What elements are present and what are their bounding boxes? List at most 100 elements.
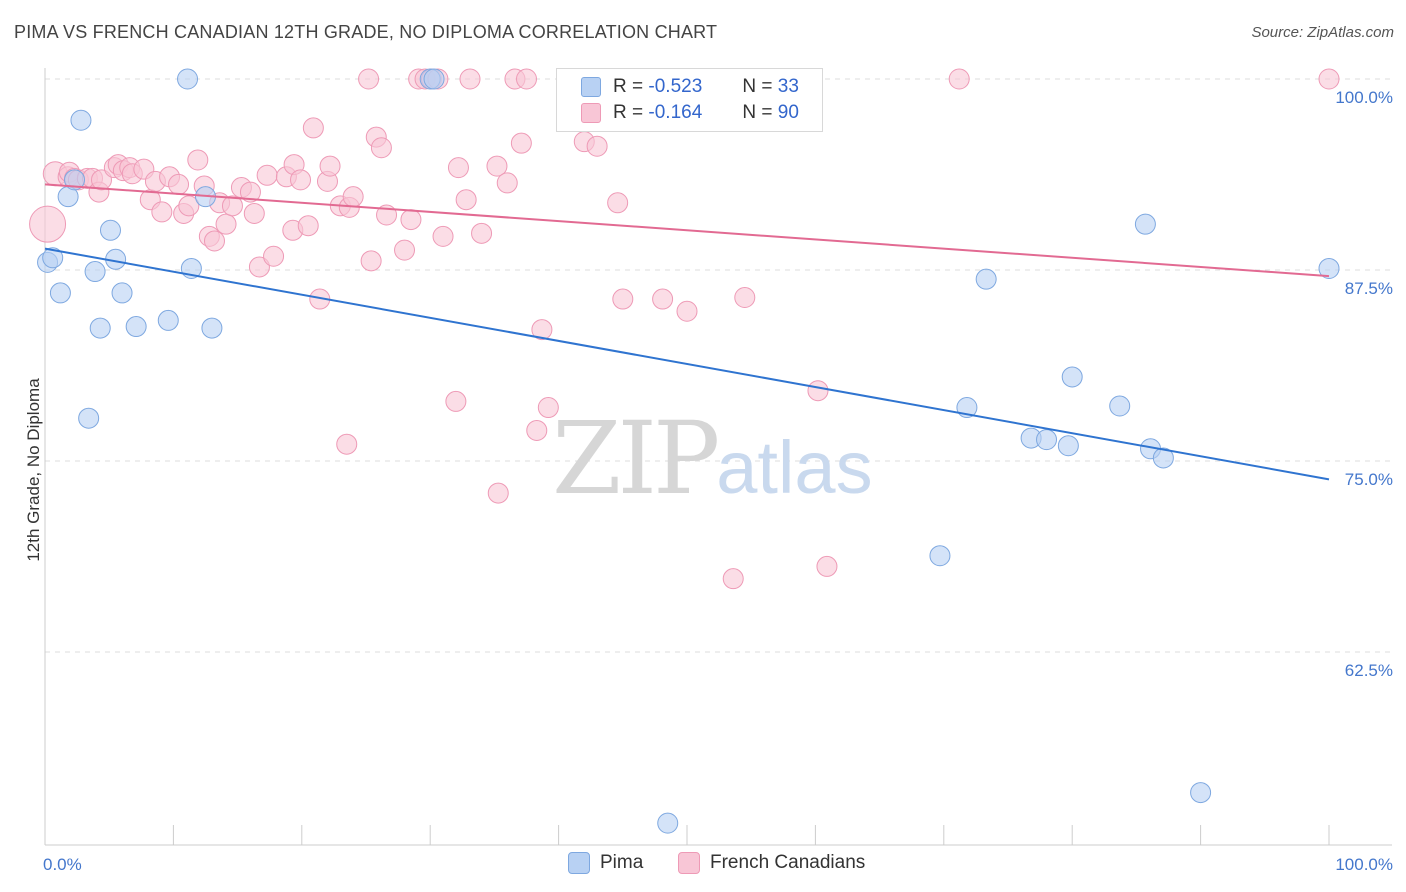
pima-points — [37, 68, 1340, 834]
french-point-68 — [496, 172, 518, 194]
y-tick-label-62.5: 62.5% — [1345, 661, 1393, 680]
french-point-66 — [486, 155, 508, 177]
french-point-48 — [342, 186, 364, 208]
grid-lines — [45, 78, 1392, 653]
french-swatch — [581, 103, 601, 123]
pima-point-12 — [125, 316, 147, 338]
watermark-atlas: atlas — [716, 426, 873, 509]
legend-french-label: French Canadians — [710, 852, 866, 873]
correlation-legend: R = -0.523 N = 33 R = -0.164 N = 90 — [556, 68, 823, 132]
french-point-74 — [537, 397, 559, 419]
french-point-61 — [445, 390, 467, 412]
french-point-22 — [178, 195, 200, 217]
french-point-71 — [516, 68, 537, 90]
pima-point-31 — [1152, 447, 1174, 469]
french-point-33 — [248, 256, 270, 278]
pima-n-label: N = — [742, 76, 773, 97]
series-legend: Pima French Canadians — [0, 852, 1406, 878]
legend-row-pima: R = -0.523 N = 33 — [581, 74, 799, 100]
french-point-73 — [531, 319, 553, 341]
pima-point-28 — [1109, 395, 1131, 417]
pima-n-value: 33 — [777, 76, 799, 97]
pima-point-25 — [1036, 429, 1058, 451]
pima-point-9 — [99, 219, 121, 241]
pima-r-value: -0.523 — [648, 76, 703, 97]
trend-lines — [44, 183, 1330, 481]
french-point-88 — [1318, 68, 1340, 90]
french-point-35 — [263, 245, 285, 267]
french-point-52 — [370, 137, 392, 159]
y-tick-label-75: 75.0% — [1345, 470, 1393, 489]
legend-item-french: French Canadians — [678, 852, 865, 874]
french-point-23 — [187, 149, 209, 171]
x-tick-label-min: 0.0% — [43, 855, 82, 874]
pima-trend-line — [44, 247, 1330, 481]
french-point-32 — [243, 202, 265, 224]
pima-point-26 — [1057, 435, 1079, 457]
legend-pima-swatch — [568, 852, 590, 874]
y-tick-label-87.5: 87.5% — [1345, 279, 1393, 298]
french-point-54 — [394, 239, 416, 261]
x-tick-marks — [44, 825, 1330, 845]
pima-point-32 — [1190, 782, 1212, 804]
french-point-62 — [447, 157, 469, 179]
french-point-29 — [221, 195, 243, 217]
pima-point-13 — [157, 309, 179, 331]
french-point-28 — [215, 213, 237, 235]
pima-point-11 — [111, 282, 133, 304]
french-point-50 — [360, 250, 382, 272]
french-n-label: N = — [742, 102, 773, 123]
pima-point-29 — [1134, 213, 1156, 235]
french-r-label: R = — [613, 102, 644, 123]
pima-point-21 — [929, 545, 951, 567]
zipatlas-watermark: ZIPatlas — [552, 400, 873, 517]
french-point-0 — [29, 205, 67, 243]
french-point-81 — [652, 288, 674, 310]
pima-point-4 — [64, 169, 86, 191]
french-point-55 — [400, 209, 422, 231]
source-label: Source: ZipAtlas.com — [1251, 24, 1394, 41]
french-r-value: -0.164 — [648, 102, 703, 123]
pima-point-17 — [201, 317, 223, 339]
french-point-82 — [676, 300, 698, 322]
pima-point-14 — [177, 68, 199, 90]
pima-r-label: R = — [613, 76, 644, 97]
french-point-44 — [319, 155, 341, 177]
pima-point-33 — [1318, 257, 1340, 279]
pima-point-2 — [49, 282, 71, 304]
french-point-20 — [168, 173, 190, 195]
french-point-26 — [203, 230, 225, 252]
x-tick-label-max: 100.0% — [1335, 855, 1393, 874]
french-point-77 — [607, 192, 629, 214]
french-point-65 — [471, 222, 493, 244]
y-tick-label-100: 100.0% — [1335, 88, 1393, 107]
french-point-85 — [807, 380, 829, 402]
pima-point-1 — [42, 247, 64, 269]
pima-swatch — [581, 77, 601, 97]
french-point-9 — [90, 169, 112, 191]
watermark-zip: ZIP — [552, 400, 720, 517]
french-point-67 — [487, 482, 509, 504]
french-point-49 — [358, 68, 380, 90]
pima-point-5 — [70, 109, 92, 131]
french-point-87 — [948, 68, 970, 90]
french-point-46 — [336, 433, 358, 455]
french-point-78 — [612, 288, 634, 310]
pima-point-7 — [84, 261, 106, 283]
pima-point-8 — [89, 317, 111, 339]
french-point-34 — [256, 164, 278, 186]
legend-row-french: R = -0.164 N = 90 — [581, 100, 799, 126]
y-tick-labels: 62.5% 75.0% 87.5% 100.0% — [1335, 88, 1393, 680]
pima-point-19 — [423, 68, 445, 90]
legend-french-swatch — [678, 852, 700, 874]
french-point-83 — [722, 568, 744, 590]
french-n-value: 90 — [777, 102, 799, 123]
y-axis-label: 12th Grade, No Diploma — [24, 378, 43, 562]
french-point-72 — [526, 419, 548, 441]
french-trend-line — [44, 183, 1330, 278]
french-point-70 — [510, 132, 532, 154]
french-point-84 — [734, 287, 756, 309]
french-point-40 — [297, 215, 319, 237]
french-point-18 — [151, 201, 173, 223]
